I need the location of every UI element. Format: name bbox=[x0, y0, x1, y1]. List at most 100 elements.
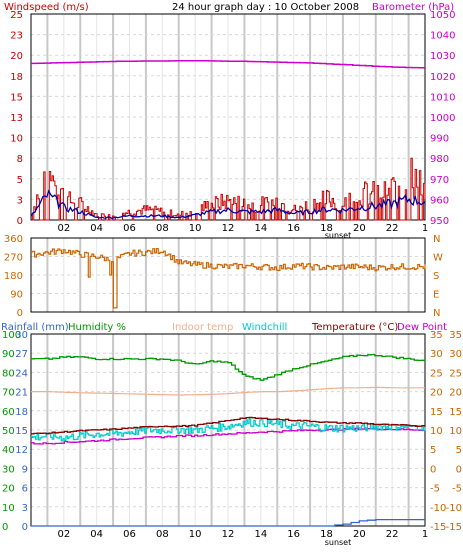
dir-tick-360: 360 bbox=[4, 234, 23, 245]
baro-tick-960: 960 bbox=[430, 195, 449, 206]
temp-tick-l-10: 10 bbox=[430, 426, 443, 437]
legend-temperature: Temperature (°C) bbox=[311, 322, 398, 333]
temp-tick-r-35: 35 bbox=[449, 330, 462, 341]
series-barometer bbox=[31, 60, 426, 69]
p1-sunset-label: sunset bbox=[325, 231, 352, 240]
temp-tick-r-5: 5 bbox=[456, 445, 462, 456]
hum-tick-80: 80 bbox=[2, 368, 15, 379]
wind-tick-23: 23 bbox=[10, 31, 23, 42]
series-windchill bbox=[31, 417, 426, 442]
temp-tick-r-15: 15 bbox=[449, 407, 462, 418]
hum-tick-40: 40 bbox=[2, 445, 15, 456]
legend-rain: Rainfall (mm) bbox=[1, 322, 69, 333]
p1-xtick-20: 20 bbox=[353, 223, 366, 234]
p3-xtick-08: 08 bbox=[156, 529, 169, 540]
baro-tick-1020: 1020 bbox=[430, 72, 455, 83]
temp-tick-r--5: -5 bbox=[452, 484, 462, 495]
dir-tick-90: 90 bbox=[10, 290, 23, 301]
baro-tick-1010: 1010 bbox=[430, 92, 455, 103]
panel2-frame bbox=[30, 237, 426, 313]
temp-tick-r-30: 30 bbox=[449, 349, 462, 360]
wind-tick-3: 3 bbox=[17, 195, 23, 206]
series-wind-average bbox=[30, 189, 426, 219]
rain-tick-30: 30 bbox=[15, 330, 28, 341]
hum-tick-0: 0 bbox=[2, 522, 8, 533]
hum-tick-50: 50 bbox=[2, 426, 15, 437]
series-temperature bbox=[31, 416, 426, 435]
p3-xtick-10: 10 bbox=[189, 529, 202, 540]
hum-tick-30: 30 bbox=[2, 464, 15, 475]
p1-xtick-14: 14 bbox=[254, 223, 267, 234]
dir-tick-180: 180 bbox=[4, 271, 23, 282]
hum-tick-10: 10 bbox=[2, 503, 15, 514]
p3-xtick-02: 02 bbox=[57, 529, 70, 540]
hum-tick-70: 70 bbox=[2, 388, 15, 399]
rain-tick-27: 27 bbox=[15, 349, 28, 360]
baro-tick-970: 970 bbox=[430, 175, 449, 186]
temp-tick-r-0: 0 bbox=[456, 464, 462, 475]
rain-tick-3: 3 bbox=[22, 503, 28, 514]
baro-tick-1030: 1030 bbox=[430, 51, 455, 62]
baro-axis-label: Barometer (hPa) bbox=[372, 2, 454, 13]
p1-xtick-16: 16 bbox=[287, 223, 300, 234]
p1-xtick-22: 22 bbox=[386, 223, 399, 234]
legend-humidity: Humidity % bbox=[68, 322, 126, 333]
p3-xtick-04: 04 bbox=[90, 529, 103, 540]
temp-tick-l--15: -15 bbox=[430, 522, 446, 533]
temp-tick-r-10: 10 bbox=[449, 426, 462, 437]
baro-tick-1000: 1000 bbox=[430, 113, 455, 124]
temp-tick-l-0: 0 bbox=[430, 464, 436, 475]
wind-tick-25: 25 bbox=[10, 10, 23, 21]
rain-tick-21: 21 bbox=[15, 388, 28, 399]
baro-tick-950: 950 bbox=[430, 216, 449, 227]
p1-xtick-08: 08 bbox=[156, 223, 169, 234]
dir-tick-270: 270 bbox=[4, 253, 23, 264]
rain-tick-9: 9 bbox=[22, 464, 28, 475]
p1-xtick-06: 06 bbox=[123, 223, 136, 234]
legend-dewpoint: Dew Point bbox=[397, 322, 447, 333]
series-humidity bbox=[31, 353, 426, 381]
dir-compass-4: N bbox=[433, 234, 440, 245]
temp-tick-l-5: 5 bbox=[430, 445, 436, 456]
wind-tick-10: 10 bbox=[10, 134, 23, 145]
p3-xtick-22: 22 bbox=[386, 529, 399, 540]
hum-tick-60: 60 bbox=[2, 407, 15, 418]
temp-tick-l-15: 15 bbox=[430, 407, 443, 418]
baro-tick-1040: 1040 bbox=[430, 31, 455, 42]
p3-xtick-06: 06 bbox=[123, 529, 136, 540]
p3-xtick-1: 1 bbox=[422, 529, 428, 540]
wind-tick-8: 8 bbox=[17, 154, 23, 165]
legend-indoor: Indoor temp bbox=[172, 322, 233, 333]
series-indoor-temp bbox=[31, 386, 425, 396]
series-wind-direction bbox=[31, 248, 426, 309]
wind-tick-13: 13 bbox=[10, 113, 23, 124]
p1-xtick-10: 10 bbox=[189, 223, 202, 234]
baro-tick-980: 980 bbox=[430, 154, 449, 165]
p1-xtick-04: 04 bbox=[90, 223, 103, 234]
hum-tick-100: 100 bbox=[2, 330, 21, 341]
chart-title: 24 hour graph day : 10 October 2008 bbox=[172, 2, 359, 13]
wind-axis-label: Windspeed (m/s) bbox=[4, 2, 89, 13]
p1-xtick-1: 1 bbox=[422, 223, 428, 234]
temp-tick-l--10: -10 bbox=[430, 503, 446, 514]
series-windspeed bbox=[31, 157, 426, 221]
p3-xtick-16: 16 bbox=[287, 529, 300, 540]
legend-windchill: Windchill bbox=[242, 322, 287, 333]
p3-xtick-20: 20 bbox=[353, 529, 366, 540]
dir-tick-0: 0 bbox=[17, 308, 23, 319]
p3-sunset-label: sunset bbox=[325, 538, 352, 547]
wind-tick-5: 5 bbox=[17, 175, 23, 186]
p3-xtick-12: 12 bbox=[222, 529, 235, 540]
temp-tick-l-20: 20 bbox=[430, 388, 443, 399]
temp-tick-l-30: 30 bbox=[430, 349, 443, 360]
temp-tick-l-25: 25 bbox=[430, 368, 443, 379]
p3-xtick-14: 14 bbox=[254, 529, 267, 540]
temp-tick-r-25: 25 bbox=[449, 368, 462, 379]
temp-tick-r-20: 20 bbox=[449, 388, 462, 399]
p1-xtick-02: 02 bbox=[57, 223, 70, 234]
temp-tick-l--5: -5 bbox=[430, 484, 440, 495]
panel1-frame bbox=[30, 13, 426, 221]
wind-tick-18: 18 bbox=[10, 72, 23, 83]
